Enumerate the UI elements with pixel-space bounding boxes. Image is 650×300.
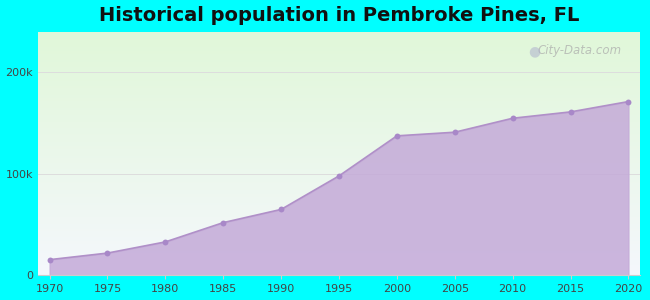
- Point: [276, 207, 287, 212]
- Point: [450, 130, 460, 135]
- Text: ●: ●: [528, 44, 541, 58]
- Point: [44, 257, 55, 262]
- Point: [102, 251, 112, 256]
- Point: [334, 173, 345, 178]
- Point: [392, 134, 402, 138]
- Point: [508, 116, 518, 121]
- Point: [160, 239, 170, 244]
- Text: City-Data.com: City-Data.com: [538, 44, 622, 57]
- Point: [566, 110, 576, 114]
- Point: [623, 99, 634, 104]
- Point: [218, 220, 228, 225]
- Title: Historical population in Pembroke Pines, FL: Historical population in Pembroke Pines,…: [99, 6, 579, 25]
